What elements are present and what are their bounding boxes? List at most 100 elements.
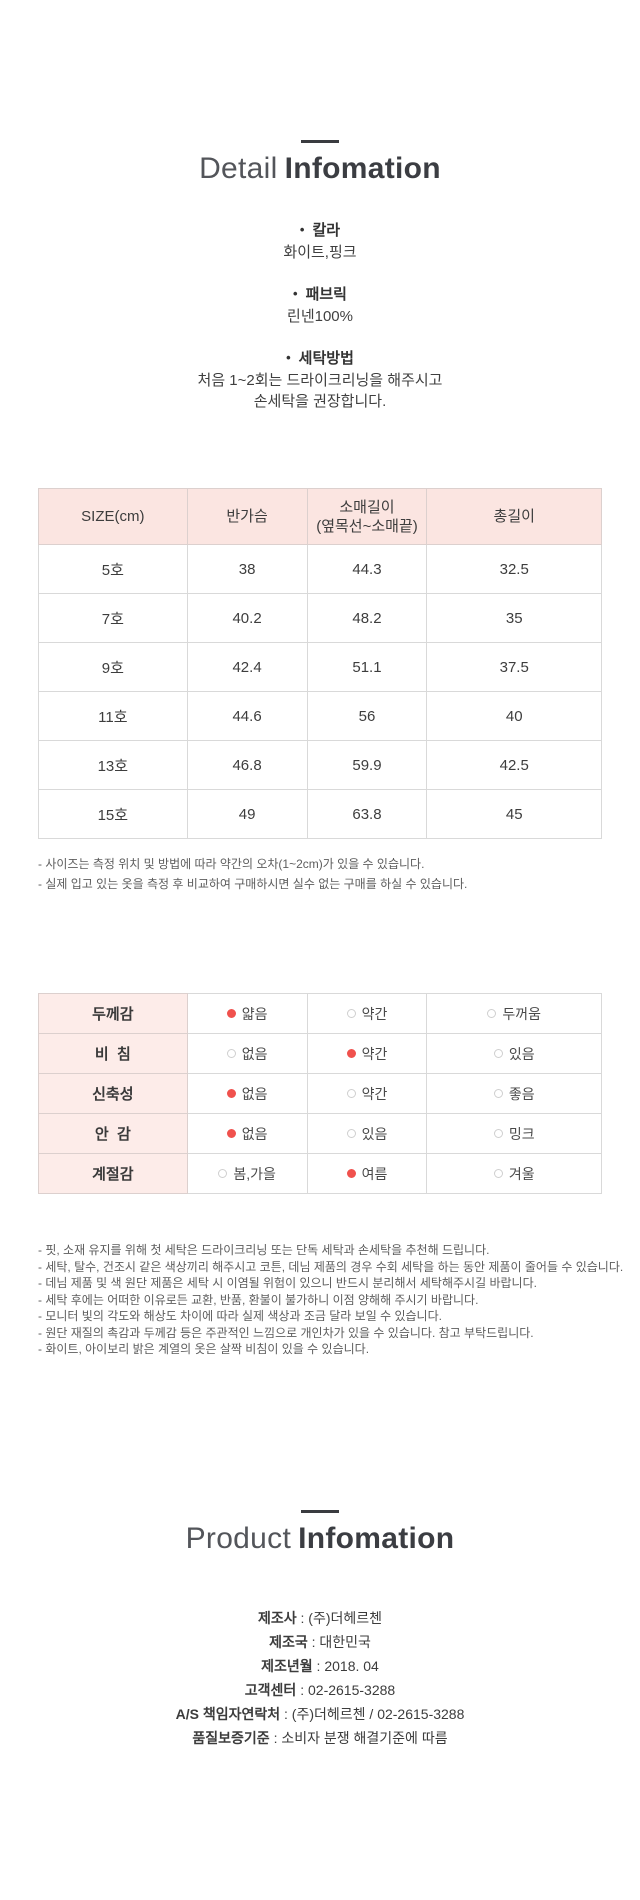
- attr-option-label: 있음: [508, 1045, 535, 1062]
- table-row: 7호 40.2 48.2 35: [38, 593, 602, 643]
- size-table-header-row: SIZE(cm) 반가슴 소매길이 (옆목선~소매끝) 총길이: [38, 488, 602, 545]
- size-cell: 9호: [38, 642, 188, 692]
- size-cell: 45: [426, 789, 602, 839]
- attr-option: 없음: [186, 1113, 308, 1154]
- info-separator: :: [269, 1729, 282, 1746]
- attr-option: 두꺼움: [426, 993, 602, 1034]
- care-note-line: - 세탁, 탈수, 건조시 같은 색상끼리 해주시고 코튼, 데님 제품의 경우…: [38, 1259, 624, 1274]
- info-row-country: 제조국 : 대한민국: [0, 1630, 640, 1654]
- title-divider-line: [301, 140, 339, 143]
- spec-washing-value-line2: 손세탁을 권장합니다.: [253, 393, 387, 410]
- size-cell: 59.9: [306, 740, 428, 790]
- table-row: 신축성 없음 약간 좋음: [38, 1073, 602, 1114]
- attr-option: 없음: [186, 1033, 308, 1074]
- info-label: 품질보증기준: [192, 1729, 270, 1746]
- size-cell: 40.2: [186, 593, 308, 643]
- care-note-line: - 핏, 소재 유지를 위해 첫 세탁은 드라이크리닝 또는 단독 세탁과 손세…: [38, 1243, 490, 1257]
- care-note-line: - 데님 제품 및 색 원단 제품은 세탁 시 이염될 위험이 있으니 반드시 …: [38, 1276, 537, 1290]
- size-note-line: - 사이즈는 측정 위치 및 방법에 따라 약간의 오차(1~2cm)가 있을 …: [38, 857, 425, 871]
- size-table: SIZE(cm) 반가슴 소매길이 (옆목선~소매끝) 총길이 5호 38 44…: [38, 488, 602, 839]
- radio-icon: [493, 1129, 503, 1139]
- radio-icon: [346, 1089, 356, 1099]
- table-row: 9호 42.4 51.1 37.5: [38, 642, 602, 692]
- attr-option-label: 봄,가을: [233, 1165, 276, 1182]
- size-cell: 42.5: [426, 740, 602, 790]
- spec-washing: • 세탁방법 처음 1~2회는 드라이크리닝을 해주시고 손세탁을 권장합니다.: [0, 348, 640, 412]
- info-label: 제조년월: [261, 1657, 313, 1674]
- product-info-list: 제조사 : (주)더헤르첸 제조국 : 대한민국 제조년월 : 2018. 04…: [0, 1606, 640, 1750]
- attr-option-label: 약간: [361, 1085, 388, 1102]
- spec-fabric-label: 패브릭: [305, 286, 347, 303]
- size-cell: 35: [426, 593, 602, 643]
- product-title: Product Infomation: [0, 1522, 640, 1556]
- radio-icon: [487, 1009, 497, 1019]
- title-divider-line: [301, 1509, 339, 1513]
- radio-icon: [346, 1129, 356, 1139]
- size-header-length: 총길이: [426, 488, 602, 545]
- attr-label-lining: 안 감: [38, 1113, 188, 1154]
- table-row: 두께감 얇음 약간 두꺼움: [38, 993, 602, 1034]
- info-label: 고객센터: [244, 1681, 297, 1698]
- info-separator: :: [312, 1657, 325, 1674]
- size-cell: 40: [426, 691, 602, 741]
- size-header-sleeve: 소매길이 (옆목선~소매끝): [306, 488, 428, 545]
- size-cell: 44.3: [306, 544, 428, 594]
- info-value: 대한민국: [319, 1633, 371, 1650]
- spec-fabric-value: 린넨100%: [287, 308, 353, 325]
- attr-option-label: 약간: [361, 1045, 388, 1062]
- table-row: 15호 49 63.8 45: [38, 789, 602, 839]
- spec-washing-label: 세탁방법: [298, 350, 354, 367]
- info-value: 02-2615-3288: [308, 1681, 396, 1698]
- size-cell: 11호: [38, 691, 188, 741]
- attribute-table: 두께감 얇음 약간 두꺼움 비 침 없음 약간 있음 신축성 없음 약간 좋음 …: [38, 993, 602, 1194]
- size-header-size: SIZE(cm): [38, 488, 188, 545]
- attr-option: 봄,가을: [186, 1153, 308, 1194]
- table-row: 안 감 없음 있음 밍크: [38, 1113, 602, 1154]
- care-note-line: - 화이트, 아이보리 밝은 계열의 옷은 살짝 비침이 있을 수 있습니다.: [38, 1342, 370, 1356]
- detail-title-light: Detail: [199, 152, 278, 185]
- care-note-line: - 모니터 빛의 각도와 해상도 차이에 따라 실제 색상과 조금 달라 보일 …: [38, 1309, 442, 1323]
- size-cell: 44.6: [186, 691, 308, 741]
- table-row: 계절감 봄,가을 여름 겨울: [38, 1153, 602, 1194]
- size-cell: 63.8: [306, 789, 428, 839]
- info-separator: :: [280, 1705, 292, 1722]
- size-cell: 46.8: [186, 740, 308, 790]
- size-cell: 5호: [38, 544, 188, 594]
- attr-option: 얇음: [186, 993, 308, 1034]
- attr-option-label: 없음: [241, 1125, 268, 1142]
- radio-icon: [226, 1129, 236, 1139]
- radio-icon: [226, 1089, 236, 1099]
- info-row-date: 제조년월 : 2018. 04: [0, 1654, 640, 1678]
- size-cell: 32.5: [426, 544, 602, 594]
- size-cell: 15호: [38, 789, 188, 839]
- attr-option: 없음: [186, 1073, 308, 1114]
- table-row: 5호 38 44.3 32.5: [38, 544, 602, 594]
- attr-option-label: 약간: [361, 1005, 388, 1022]
- info-value: 2018. 04: [324, 1657, 379, 1674]
- attr-option: 있음: [426, 1033, 602, 1074]
- attr-option-label: 있음: [361, 1125, 388, 1142]
- care-note-line: - 세탁 후에는 어떠한 이유로든 교환, 반품, 환불이 불가하니 이점 양해…: [38, 1292, 479, 1307]
- spec-washing-value-line1: 처음 1~2회는 드라이크리닝을 해주시고: [197, 372, 443, 389]
- size-cell: 56: [306, 691, 428, 741]
- info-value: (주)더헤르첸: [308, 1609, 383, 1626]
- attr-label-season: 계절감: [38, 1153, 188, 1194]
- table-row: 11호 44.6 56 40: [38, 691, 602, 741]
- radio-icon: [493, 1089, 503, 1099]
- spec-color-label: 칼라: [312, 222, 341, 239]
- detail-section-header: Detail Infomation: [0, 0, 640, 186]
- product-title-bold: Infomation: [298, 1521, 455, 1555]
- spec-color-value: 화이트,핑크: [283, 244, 357, 261]
- spec-color: • 칼라 화이트,핑크: [0, 220, 640, 263]
- attr-option: 약간: [306, 1073, 428, 1114]
- size-cell: 48.2: [306, 593, 428, 643]
- info-row-as-contact: A/S 책임자연락처 : (주)더헤르첸 / 02-2615-3288: [0, 1702, 640, 1726]
- size-cell: 42.4: [186, 642, 308, 692]
- info-separator: :: [296, 1681, 308, 1698]
- size-cell: 7호: [38, 593, 188, 643]
- bullet-icon: •: [299, 222, 305, 237]
- care-note-line: - 원단 재질의 촉감과 두께감 등은 주관적인 느낌으로 개인차가 있을 수 …: [38, 1325, 534, 1340]
- attr-option-label: 없음: [241, 1045, 268, 1062]
- attr-option-label: 얇음: [241, 1005, 268, 1022]
- attr-option-label: 두꺼움: [502, 1005, 542, 1022]
